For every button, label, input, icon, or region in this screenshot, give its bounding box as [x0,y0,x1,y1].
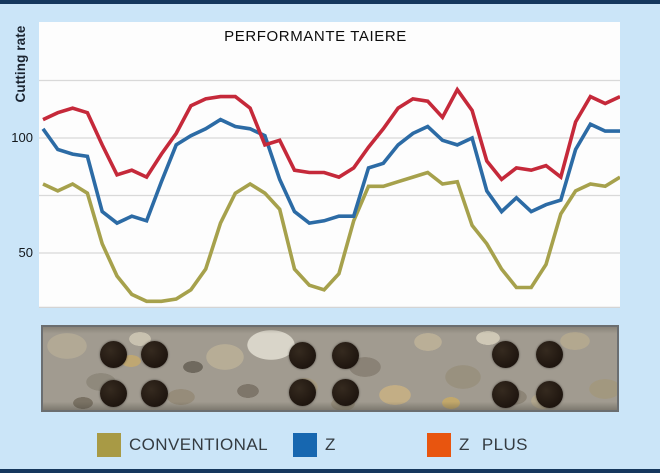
drill-hole [331,341,359,369]
y-tick-100: 100 [11,130,33,145]
drill-hole [491,340,519,368]
z-plus-label: Z PLUS [459,435,528,454]
series-line-z [41,117,620,226]
z-plus-swatch [427,433,451,457]
series-line-z-plus [42,86,620,182]
drill-hole [331,378,359,406]
drill-hole [535,380,563,408]
top-frame-bar [0,0,660,4]
y-axis-label: Cutting rate [13,25,28,103]
drill-hole [535,340,563,368]
drill-hole [491,380,519,408]
drill-hole [140,340,168,368]
chart-title: PERFORMANTE TAIERE [224,28,407,45]
series-line-conventional [42,170,620,304]
chart-canvas [39,79,620,308]
legend-item-z-plus: Z PLUS [427,433,528,457]
z-swatch [293,433,317,457]
legend-item-conventional: CONVENTIONAL [97,433,268,457]
conventional-swatch [97,433,121,457]
concrete-core-photo [41,325,619,412]
bottom-frame-bar [0,469,660,473]
y-tick-50: 50 [18,245,33,260]
drill-hole [99,340,127,368]
conventional-label: CONVENTIONAL [129,435,268,454]
z-label: Z [325,435,336,454]
drill-hole [288,378,316,406]
plot-area: PERFORMANTE TAIERE [39,22,620,308]
drill-hole [140,379,168,407]
legend-item-z: Z [293,433,336,457]
drill-hole [99,379,127,407]
drill-hole [288,341,316,369]
